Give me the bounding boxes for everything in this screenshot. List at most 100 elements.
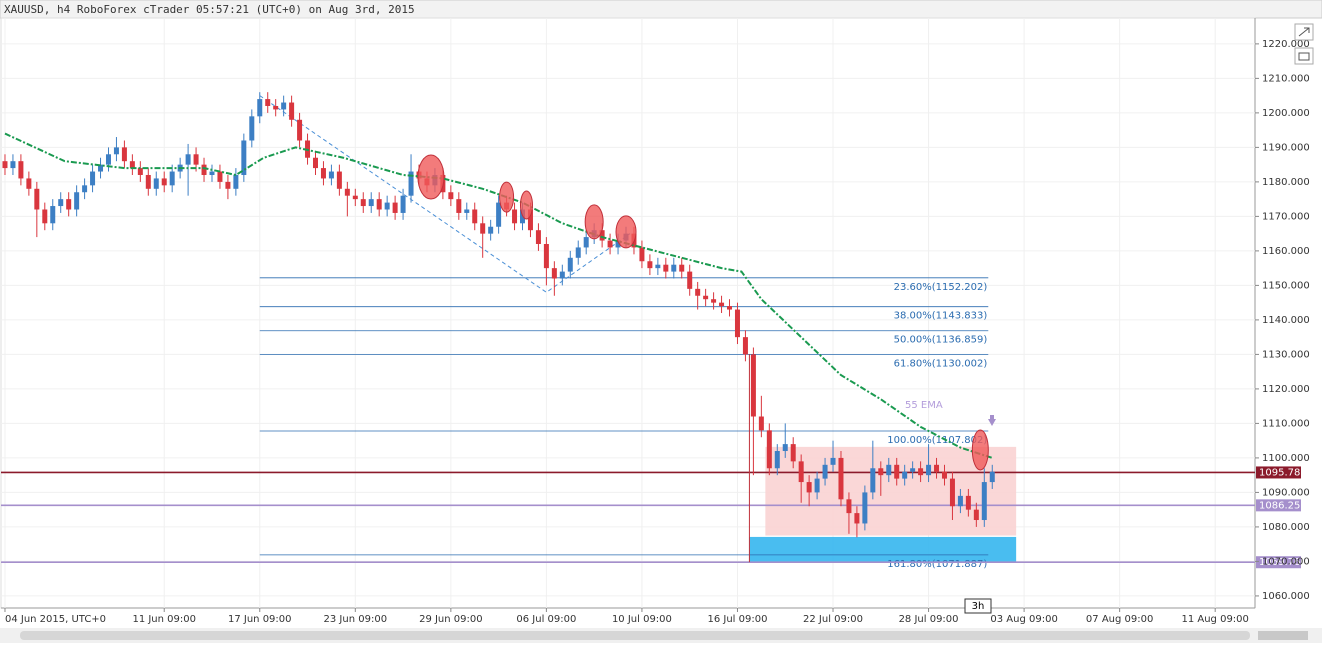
candle-body	[312, 157, 318, 169]
candle-body	[822, 464, 828, 479]
candle-body	[90, 171, 96, 186]
candle-body	[798, 461, 804, 483]
candle-body	[512, 209, 518, 224]
candle-body	[599, 230, 605, 241]
price-tag	[1256, 466, 1301, 479]
candle-body	[480, 223, 486, 234]
candle-body	[384, 202, 390, 210]
x-tick-label: 03 Aug 09:00	[990, 614, 1057, 625]
candle-body	[201, 164, 207, 175]
x-tick-label: 17 Jun 09:00	[228, 614, 292, 625]
candle-body	[806, 482, 812, 493]
price-lines: 1095.785 1086.250 1069.767	[1, 466, 1307, 569]
fib-label: 161.80%(1071.887)	[887, 559, 987, 570]
snapshot-button[interactable]	[1294, 47, 1314, 65]
candles	[2, 92, 995, 538]
candle-body	[838, 457, 844, 500]
ema: 55 EMA	[4, 132, 993, 459]
candle-body	[137, 168, 143, 175]
candle-body	[671, 264, 677, 272]
candle-body	[687, 271, 693, 289]
candle-body	[265, 99, 271, 106]
x-tick-label: 29 Jun 09:00	[419, 614, 483, 625]
candle-body	[567, 257, 573, 272]
candle-body	[297, 119, 303, 141]
candle-body	[918, 468, 924, 476]
candle-body	[113, 147, 119, 155]
period-marker-box	[964, 598, 992, 614]
fib-label: 50.00%(1136.859)	[894, 335, 988, 346]
x-tick-label: 04 Jun 2015, UTC+0	[5, 614, 106, 625]
y-tick-label: 1110.000	[1262, 418, 1310, 429]
candle-body	[185, 154, 191, 165]
y-tick-label: 1210.000	[1262, 73, 1310, 84]
candle-body	[527, 209, 533, 231]
y-tick-label: 1090.000	[1262, 487, 1310, 498]
candle-body	[782, 444, 788, 452]
candle-body	[559, 271, 565, 279]
candle-body	[161, 178, 167, 186]
candle-body	[663, 264, 669, 272]
candle-body	[695, 288, 701, 296]
y-tick-label: 1170.000	[1262, 211, 1310, 222]
candle-body	[241, 140, 247, 175]
y-tick-label: 1220.000	[1262, 39, 1310, 50]
y-tick-label: 1140.000	[1262, 315, 1310, 326]
candle-body	[472, 209, 478, 224]
zone	[749, 536, 1017, 563]
candle-body	[814, 478, 820, 493]
price-tag-label: 1069.767	[1259, 557, 1307, 568]
candle-body	[320, 168, 326, 179]
candle-body	[281, 102, 287, 110]
candle-body	[217, 171, 223, 182]
candle-body	[790, 444, 796, 462]
candle-body	[360, 199, 366, 207]
candle-body	[910, 468, 916, 472]
y-tick-label: 1080.000	[1262, 522, 1310, 533]
x-tick-label: 06 Jul 09:00	[516, 614, 576, 625]
highlight-circle	[584, 204, 604, 240]
zoom-slider[interactable]	[1258, 631, 1308, 640]
candle-body	[926, 464, 932, 476]
candle-body	[679, 264, 685, 272]
candle-body	[169, 171, 175, 186]
candle-body	[742, 337, 748, 355]
highlight-circle	[499, 181, 515, 213]
candle-body	[902, 471, 908, 479]
x-tick-label: 28 Jul 09:00	[899, 614, 959, 625]
y-tick-label: 1200.000	[1262, 108, 1310, 119]
candle-body	[145, 174, 151, 189]
candle-body	[26, 178, 32, 189]
candle-body	[273, 105, 279, 110]
popout-icon	[1298, 27, 1310, 37]
candle-body	[98, 164, 104, 172]
highlight-circle	[519, 190, 533, 220]
y-tick-label: 1130.000	[1262, 349, 1310, 360]
candle-body	[854, 513, 860, 524]
x-tick-label: 10 Jul 09:00	[612, 614, 672, 625]
candle-body	[448, 192, 454, 200]
candle-body	[615, 240, 621, 248]
y-tick-label: 1160.000	[1262, 246, 1310, 257]
candle-body	[336, 171, 342, 189]
candle-body	[233, 174, 239, 189]
candle-body	[655, 264, 661, 269]
fibonacci: 23.60%(1152.202) 38.00%(1143.833) 50.00%(1…	[259, 277, 989, 570]
candle-body	[758, 416, 764, 431]
candle-body	[392, 202, 398, 213]
candle-body	[575, 247, 581, 258]
candle-body	[50, 206, 56, 224]
price-tag-label: 1095.785	[1259, 467, 1307, 478]
candle-body	[488, 226, 494, 234]
candle-body	[257, 99, 263, 117]
candle-body	[941, 471, 947, 479]
candle-body	[719, 302, 725, 307]
candle-body	[981, 482, 987, 521]
y-tick-label: 1100.000	[1262, 453, 1310, 464]
highlight-circle	[615, 215, 637, 249]
highlight-circle	[971, 429, 989, 471]
candle-body	[153, 178, 159, 189]
highlight-circle	[417, 154, 445, 200]
scrollbar-thumb[interactable]	[20, 631, 1250, 640]
